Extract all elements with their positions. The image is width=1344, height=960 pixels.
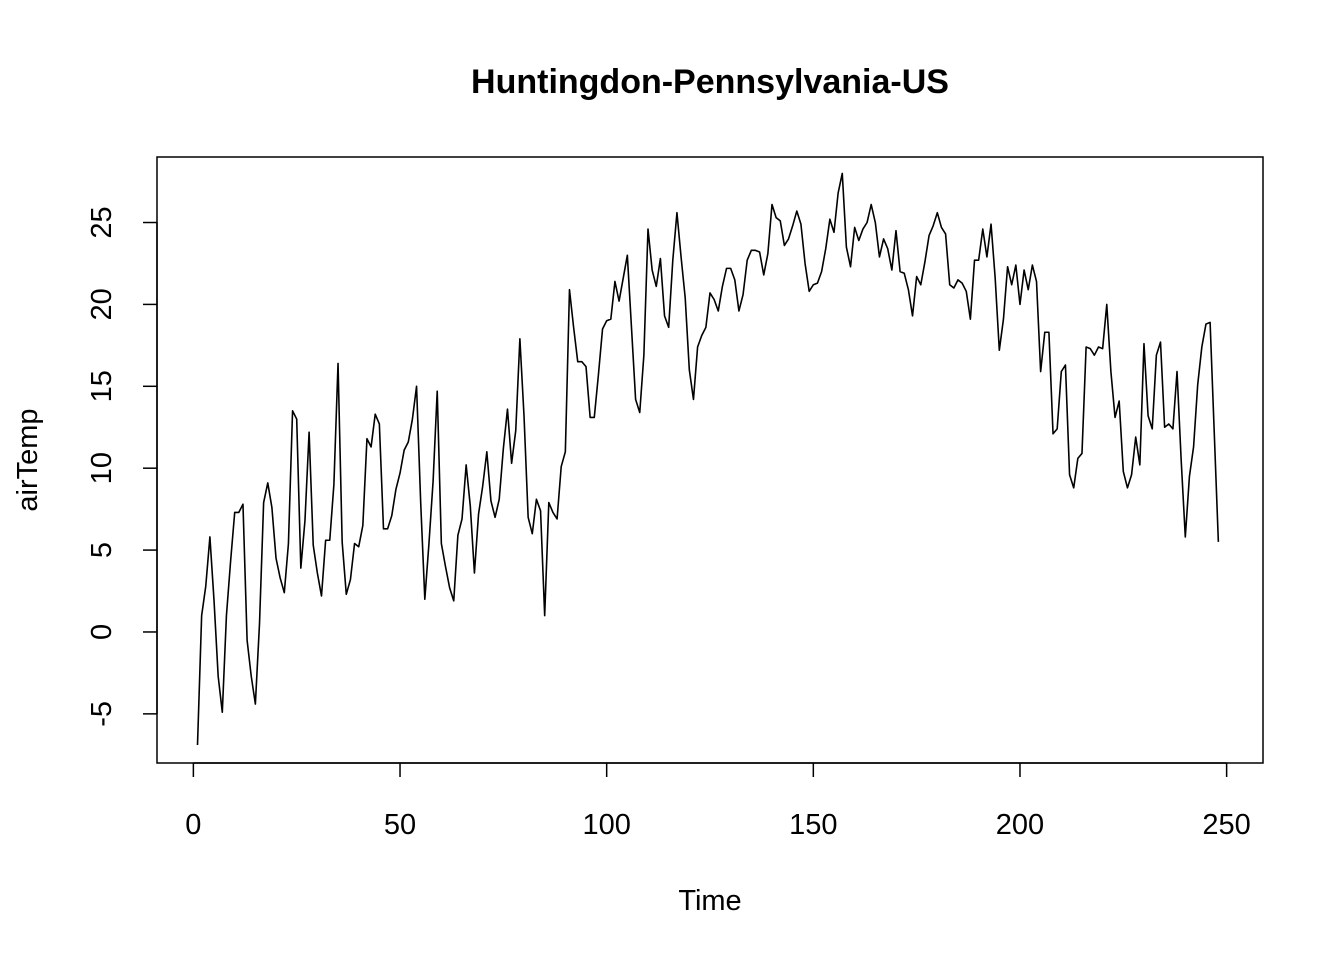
chart-title: Huntingdon-Pennsylvania-US <box>471 63 949 101</box>
y-axis: -5 0 5 10 15 20 25 <box>86 206 158 727</box>
y-axis-label: airTemp <box>12 408 44 511</box>
x-tick-label: 100 <box>582 809 630 841</box>
x-tick-label: 150 <box>789 809 837 841</box>
x-tick-label: 0 <box>185 809 201 841</box>
y-tick-label: 10 <box>86 452 118 484</box>
y-tick-label: 20 <box>86 288 118 320</box>
x-tick-label: 200 <box>996 809 1044 841</box>
y-tick-label: 0 <box>86 624 118 640</box>
y-tick-label: 5 <box>86 542 118 558</box>
series-line-airtemp <box>196 172 1220 746</box>
x-tick-label: 50 <box>384 809 416 841</box>
y-tick-label: 15 <box>86 370 118 402</box>
x-axis: 0 50 100 150 200 250 <box>185 762 1251 841</box>
y-tick-label: 25 <box>86 206 118 238</box>
x-tick-label: 250 <box>1202 809 1250 841</box>
y-tick-label: -5 <box>86 701 118 727</box>
x-axis-label: Time <box>678 885 741 917</box>
